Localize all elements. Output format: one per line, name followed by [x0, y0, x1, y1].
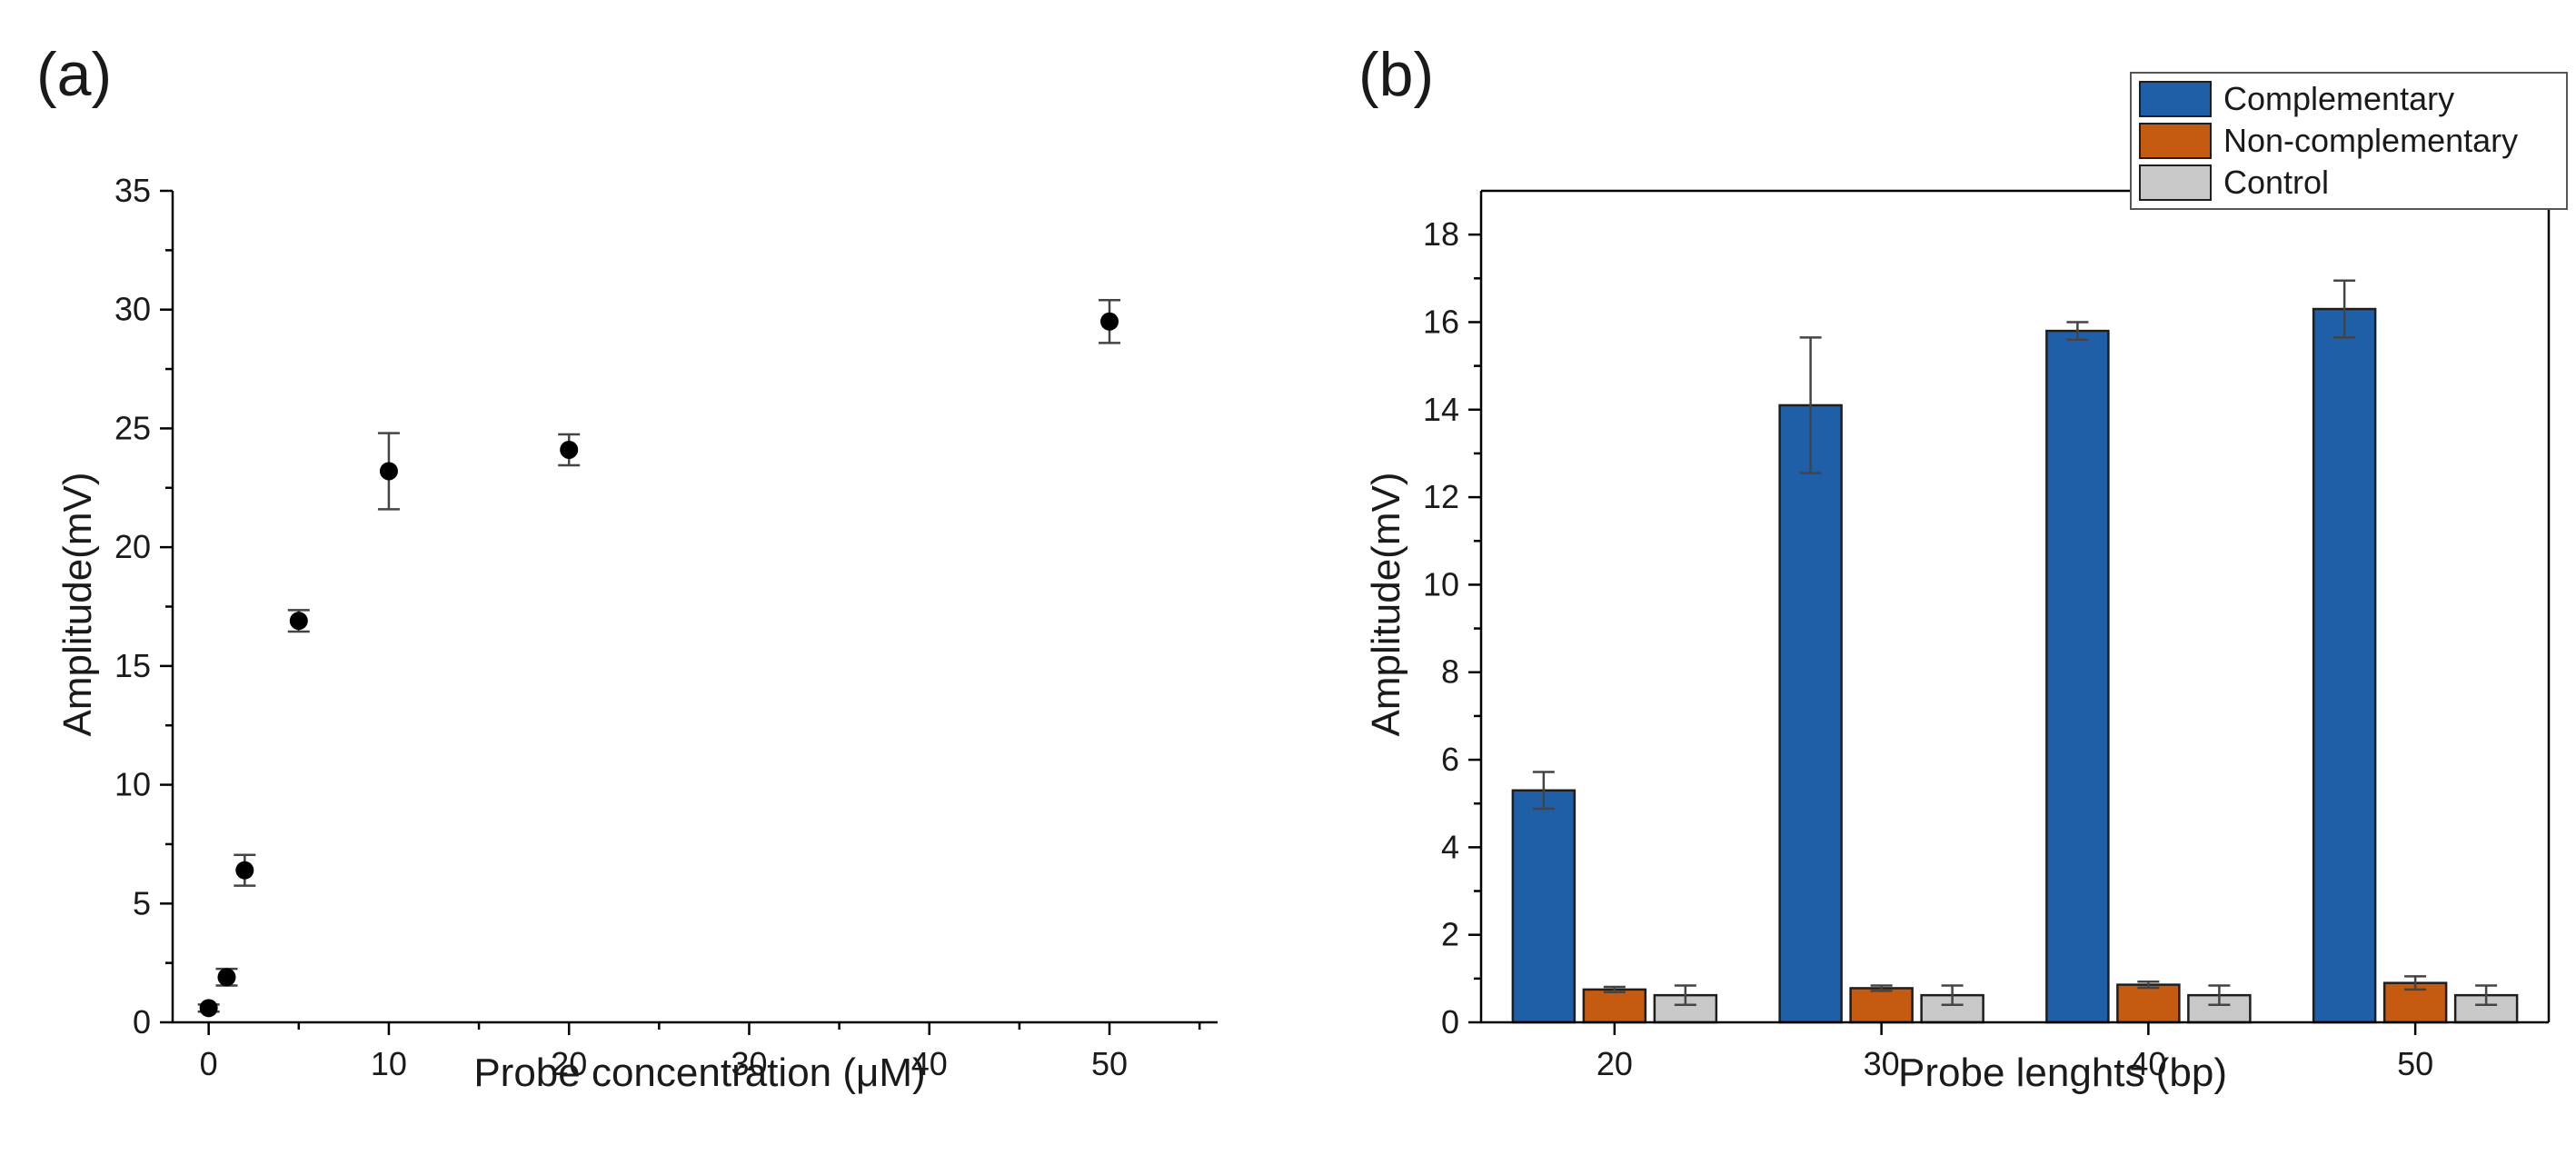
y-tick-label: 30 — [114, 291, 151, 328]
legend-label: Control — [2223, 164, 2329, 201]
bar — [2116, 983, 2181, 1024]
scatter-point — [379, 462, 398, 481]
bar — [1849, 987, 1914, 1024]
y-tick-label: 16 — [1423, 303, 1459, 340]
scatter-point — [289, 612, 308, 631]
legend-swatch — [2139, 164, 2212, 201]
x-tick-label: 20 — [1596, 1045, 1633, 1082]
bar-group-item — [2045, 321, 2110, 1024]
bar-group-item — [2453, 984, 2519, 1024]
bar-group-item — [2187, 984, 2252, 1024]
y-tick-label: 12 — [1423, 478, 1459, 515]
bar — [1511, 789, 1576, 1024]
y-tick-label: 14 — [1423, 391, 1459, 428]
y-tick-label: 4 — [1441, 828, 1459, 865]
x-tick-label: 30 — [731, 1045, 767, 1082]
data-point — [197, 999, 220, 1018]
y-tick-label: 15 — [114, 647, 151, 684]
bar-group-item — [1653, 984, 1718, 1024]
x-tick-label: 40 — [2130, 1045, 2166, 1082]
y-tick-label: 10 — [114, 766, 151, 803]
bar-group-item — [1920, 984, 1984, 1024]
y-tick-label: 20 — [114, 528, 151, 565]
y-tick-label: 8 — [1441, 653, 1459, 691]
panel-b-label: (b) — [1358, 40, 1434, 109]
bar-group-item — [2312, 279, 2377, 1024]
x-tick-label: 50 — [1091, 1045, 1128, 1082]
legend-label: Complementary — [2223, 80, 2454, 117]
legend-swatch — [2139, 123, 2212, 159]
legend: Complementary Non-complementary Control — [2130, 72, 2568, 210]
y-tick-label: 0 — [1441, 1003, 1459, 1041]
scatter-point — [560, 440, 579, 459]
scatter-panel: (a) 0 5 10 15 20 25 30 35 0 10 20 30 40 50 Probe conc… — [36, 40, 1218, 1095]
bar-group-item — [1511, 771, 1576, 1024]
bar-group-item — [1582, 985, 1647, 1024]
x-tick-label: 20 — [551, 1045, 587, 1082]
x-tick-label: 50 — [2397, 1045, 2433, 1082]
legend-swatch — [2139, 81, 2212, 117]
legend-label: Non-complementary — [2223, 122, 2518, 159]
y-tick-label: 6 — [1441, 741, 1459, 778]
x-tick-label: 40 — [911, 1045, 948, 1082]
scatter-point — [217, 968, 236, 987]
panel-a-label: (a) — [36, 40, 112, 109]
bar-group-item — [1849, 984, 1914, 1024]
x-axis-title: Probe lenghts (bp) — [1898, 1051, 2227, 1095]
y-tick-label: 5 — [133, 884, 151, 921]
data-point — [558, 433, 581, 467]
bar-group-item — [2382, 975, 2448, 1024]
bar — [1582, 988, 1647, 1024]
x-tick-label: 30 — [1864, 1045, 1900, 1082]
y-tick-label: 10 — [1423, 565, 1459, 602]
x-tick-label: 10 — [371, 1045, 407, 1082]
data-point — [377, 432, 400, 511]
bar-panel: (b) 0 2 4 6 8 10 12 14 16 18 20 30 40 50 Probe lenght… — [1358, 40, 2568, 1095]
y-tick-label: 0 — [133, 1003, 151, 1041]
y-axis-title: Amplitude(mV) — [55, 473, 100, 737]
bar — [2312, 307, 2377, 1024]
bar — [1778, 403, 1843, 1024]
data-point — [1099, 299, 1121, 344]
data-point — [287, 609, 310, 633]
y-tick-label: 2 — [1441, 916, 1459, 953]
scatter-point — [1100, 312, 1119, 331]
bar-group-item — [2116, 980, 2181, 1024]
x-tick-label: 0 — [200, 1045, 218, 1082]
y-tick-label: 35 — [114, 172, 151, 209]
scatter-point — [199, 999, 218, 1018]
y-tick-label: 18 — [1423, 215, 1459, 253]
scatter-point — [235, 861, 254, 880]
x-axis-title: Probe concentration (μM) — [473, 1051, 925, 1095]
data-point — [215, 967, 238, 987]
y-tick-label: 25 — [114, 409, 151, 446]
data-point — [234, 853, 256, 887]
bar — [2045, 329, 2110, 1024]
y-axis-title: Amplitude(mV) — [1364, 473, 1408, 737]
bar-group-item — [1778, 336, 1843, 1024]
